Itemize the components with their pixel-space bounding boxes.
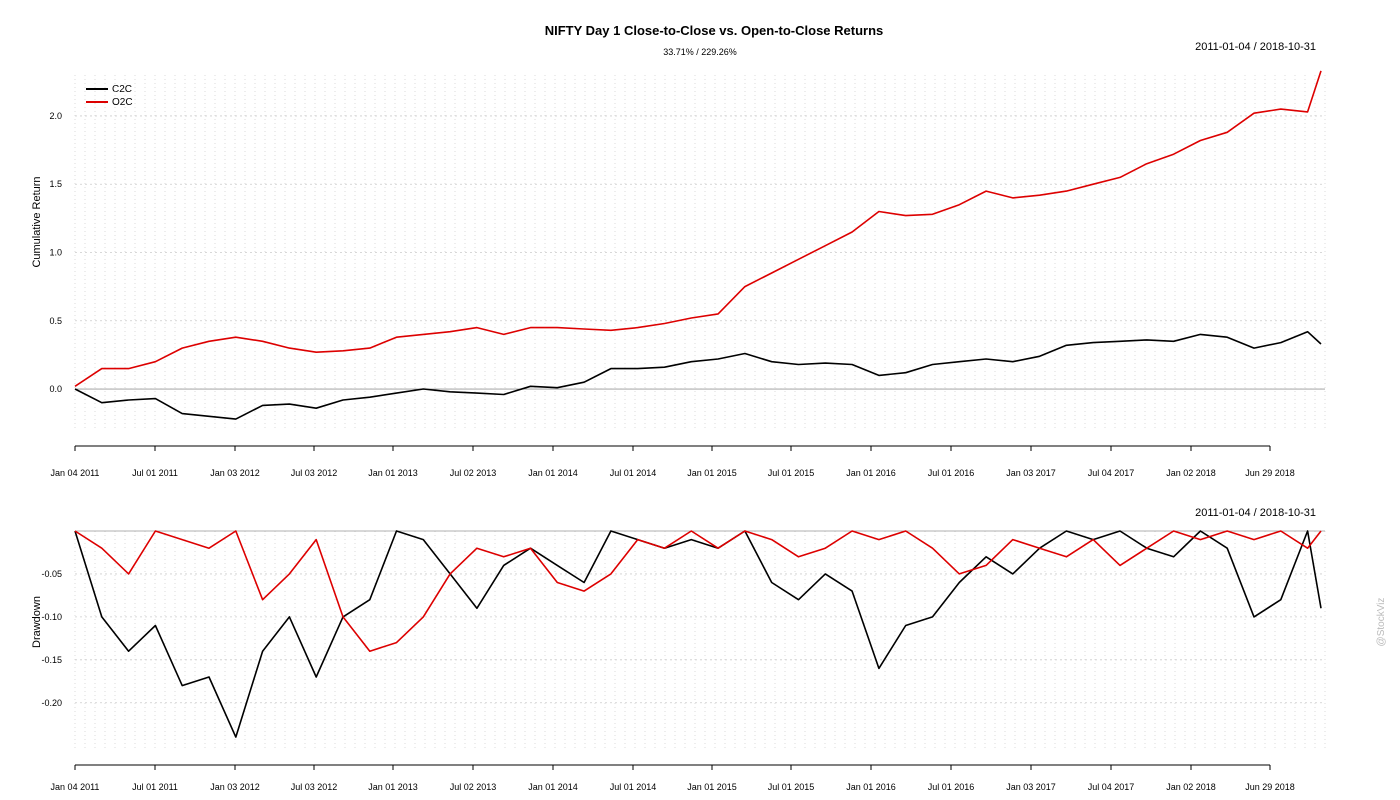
top-x-tick-label: Jan 04 2011: [51, 468, 100, 478]
top-x-tick-label: Jul 01 2015: [768, 468, 815, 478]
top-x-tick-label: Jan 01 2014: [528, 468, 578, 478]
top-x-tick-label: Jan 01 2015: [687, 468, 737, 478]
bottom-x-tick-label: Jan 01 2015: [687, 782, 737, 792]
top-x-tick-label: Jul 02 2013: [450, 468, 497, 478]
bottom-x-tick-label: Jul 01 2015: [768, 782, 815, 792]
top-x-tick-label: Jan 03 2012: [210, 468, 260, 478]
bottom-y-tick-label: -0.05: [41, 569, 62, 579]
top-y-axis-label: Cumulative Return: [31, 176, 43, 267]
bottom-x-tick-label: Jan 01 2013: [368, 782, 418, 792]
legend-o2c-label: O2C: [112, 97, 133, 108]
top-y-tick-label: 0.5: [49, 316, 62, 326]
top-y-tick-label: 1.5: [49, 179, 62, 189]
top-x-tick-label: Jun 29 2018: [1245, 468, 1295, 478]
bottom-y-tick-label: -0.20: [41, 698, 62, 708]
top-x-tick-label: Jan 02 2018: [1166, 468, 1216, 478]
bottom-series-c2c-line: [74, 530, 1322, 738]
bottom-x-tick-label: Jul 02 2013: [450, 782, 497, 792]
bottom-x-tick-label: Jul 01 2016: [928, 782, 975, 792]
top-y-tick-label: 1.0: [49, 248, 62, 258]
bottom-x-tick-label: Jul 01 2011: [132, 782, 178, 792]
bottom-x-tick-label: Jul 04 2017: [1088, 782, 1135, 792]
top-legend: C2C O2C: [86, 84, 133, 108]
bottom-x-tick-label: Jun 29 2018: [1245, 782, 1295, 792]
top-y-tick-label: 2.0: [49, 111, 62, 121]
top-x-tick-label: Jul 01 2014: [610, 468, 657, 478]
bottom-x-tick-label: Jul 03 2012: [291, 782, 338, 792]
top-x-tick-label: Jan 03 2017: [1006, 468, 1056, 478]
chart-title: NIFTY Day 1 Close-to-Close vs. Open-to-C…: [545, 23, 884, 38]
bottom-y-tick-label: -0.10: [41, 612, 62, 622]
bottom-x-tick-label: Jan 01 2014: [528, 782, 578, 792]
bottom-x-tick-label: Jan 03 2012: [210, 782, 260, 792]
bottom-x-tick-label: Jan 01 2016: [846, 782, 896, 792]
top-x-tick-label: Jul 01 2011: [132, 468, 178, 478]
bottom-x-tick-label: Jan 02 2018: [1166, 782, 1216, 792]
top-series-c2c-line: [74, 330, 1322, 420]
chart-subtitle: 33.71% / 229.26%: [663, 47, 737, 57]
cumulative-return-panel: 0.0 0.5 1.0 1.5 2.0 Jan 04 2011 Jul 01 2011 Jan…: [49, 70, 1326, 478]
top-x-tick-label: Jan 01 2013: [368, 468, 418, 478]
bottom-date-range: 2011-01-04 / 2018-10-31: [1195, 507, 1316, 519]
watermark: @StockViz: [1376, 598, 1387, 647]
bottom-series-o2c-line: [74, 530, 1322, 653]
top-series-o2c-line: [74, 70, 1322, 387]
top-x-tick-label: Jan 01 2016: [846, 468, 896, 478]
top-y-tick-label: 0.0: [49, 384, 62, 394]
top-x-tick-label: Jul 01 2016: [928, 468, 975, 478]
top-x-tick-label: Jul 04 2017: [1088, 468, 1135, 478]
bottom-x-tick-label: Jul 01 2014: [610, 782, 657, 792]
top-x-tick-label: Jul 03 2012: [291, 468, 338, 478]
top-date-range: 2011-01-04 / 2018-10-31: [1195, 41, 1316, 53]
bottom-y-tick-label: -0.15: [41, 655, 62, 665]
legend-c2c-label: C2C: [112, 84, 132, 95]
drawdown-panel: -0.05 -0.10 -0.15 -0.20 Jan 04 2011 Jul 01 20…: [41, 530, 1326, 792]
bottom-x-tick-label: Jan 03 2017: [1006, 782, 1056, 792]
bottom-y-axis-label: Drawdown: [31, 596, 43, 648]
bottom-x-tick-label: Jan 04 2011: [51, 782, 100, 792]
